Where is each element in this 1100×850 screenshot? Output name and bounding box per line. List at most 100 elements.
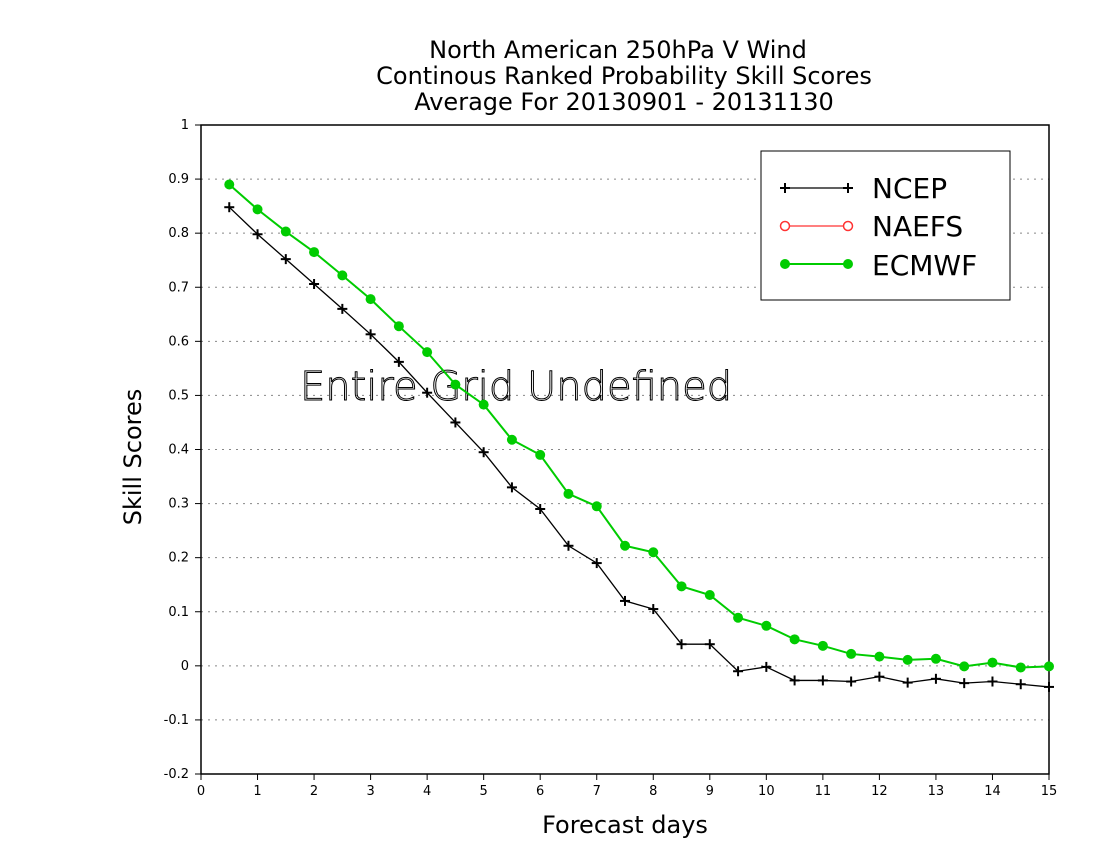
y-tick-label: 0.5 xyxy=(168,388,189,403)
data-point-ecmwf xyxy=(365,294,376,305)
annotation-text: Entire Grid Undefined xyxy=(300,364,732,410)
data-point-ncep xyxy=(620,595,630,606)
gridlines xyxy=(201,178,1049,721)
data-point-ecmwf xyxy=(704,589,715,600)
legend-marker-ncep xyxy=(843,183,853,193)
data-point-ncep xyxy=(450,417,461,428)
data-point-ecmwf xyxy=(337,270,348,281)
data-point-ecmwf xyxy=(535,449,546,460)
data-point-ncep xyxy=(309,279,320,290)
data-point-ncep xyxy=(1015,679,1026,690)
x-tick-label: 10 xyxy=(758,784,775,799)
x-tick-label: 6 xyxy=(536,784,544,799)
y-tick-label: 0.6 xyxy=(168,334,189,349)
y-tick-label: 0.9 xyxy=(168,172,189,187)
chart-title-line-1: North American 250hPa V Wind xyxy=(429,36,807,64)
y-tick-label: 0.1 xyxy=(168,605,189,620)
data-point-ecmwf xyxy=(789,634,800,645)
data-point-ncep xyxy=(930,673,941,684)
data-point-ecmwf xyxy=(450,379,461,390)
data-point-ecmwf xyxy=(620,540,630,551)
data-point-ecmwf xyxy=(930,653,941,664)
data-point-ncep xyxy=(704,639,715,650)
data-point-ncep xyxy=(789,675,800,686)
data-point-ecmwf xyxy=(252,204,263,215)
data-point-ecmwf xyxy=(733,612,744,623)
data-point-ecmwf xyxy=(959,661,970,672)
data-point-ecmwf xyxy=(1015,662,1026,673)
series-ecmwf xyxy=(224,179,1054,673)
data-point-ecmwf xyxy=(224,179,235,190)
data-point-ncep xyxy=(648,604,659,615)
y-tick-label: 0.8 xyxy=(168,226,189,241)
data-point-ncep xyxy=(591,558,602,569)
data-point-ncep xyxy=(874,671,885,682)
y-axis-ticks: -0.2 -0.1 0 0.1 0.2 0.3 0.4 0.5 0.6 0.7 0.8 0.9 1 xyxy=(164,118,201,782)
series-ncep xyxy=(224,202,1054,692)
x-tick-label: 14 xyxy=(984,784,1001,799)
data-point-ncep xyxy=(393,356,404,367)
x-tick-label: 12 xyxy=(871,784,888,799)
legend-label-ncep: NCEP xyxy=(872,172,947,205)
data-point-ecmwf xyxy=(846,648,857,659)
data-point-ecmwf xyxy=(1044,661,1054,672)
y-tick-label: 0.7 xyxy=(168,280,189,295)
data-point-ecmwf xyxy=(761,620,772,631)
chart-title-line-3: Average For 20130901 - 20131130 xyxy=(414,88,834,116)
data-point-ncep xyxy=(846,676,857,687)
plot-frame xyxy=(200,124,1050,775)
y-tick-label: -0.2 xyxy=(164,767,189,782)
legend-marker-ncep xyxy=(780,183,790,193)
data-point-ncep xyxy=(1044,681,1054,692)
y-axis-label: Skill Scores xyxy=(119,389,147,526)
data-point-ecmwf xyxy=(309,247,320,258)
data-point-ecmwf xyxy=(648,547,659,558)
legend-marker-ecmwf xyxy=(843,259,853,269)
data-point-ncep xyxy=(422,387,433,398)
legend-entry-ecmwf xyxy=(780,259,853,269)
legend: NCEP NAEFS ECMWF xyxy=(760,150,1011,301)
y-tick-label: 0.3 xyxy=(168,497,189,512)
data-point-ncep xyxy=(224,202,235,213)
data-point-ecmwf xyxy=(591,501,602,512)
x-tick-label: 11 xyxy=(815,784,832,799)
data-point-ncep xyxy=(535,503,546,514)
x-tick-label: 2 xyxy=(310,784,318,799)
data-point-ecmwf xyxy=(393,321,404,332)
x-tick-label: 3 xyxy=(366,784,374,799)
legend-label-ecmwf: ECMWF xyxy=(872,249,977,282)
x-tick-label: 5 xyxy=(480,784,488,799)
data-point-ncep xyxy=(817,675,828,686)
x-tick-label: 1 xyxy=(253,784,261,799)
y-tick-label: 0.4 xyxy=(168,443,189,458)
x-tick-label: 0 xyxy=(197,784,205,799)
data-point-ncep xyxy=(506,482,517,493)
x-tick-label: 13 xyxy=(928,784,945,799)
x-tick-label: 9 xyxy=(706,784,714,799)
data-point-ncep xyxy=(280,254,291,265)
data-point-ncep xyxy=(733,666,744,677)
data-point-ncep xyxy=(563,540,574,551)
legend-label-naefs: NAEFS xyxy=(872,210,963,243)
data-point-ncep xyxy=(365,329,376,340)
y-tick-label: 1 xyxy=(181,118,189,133)
x-axis-label: Forecast days xyxy=(542,811,708,839)
data-point-ecmwf xyxy=(563,488,574,499)
data-point-ncep xyxy=(337,303,348,314)
x-tick-label: 15 xyxy=(1041,784,1058,799)
data-point-ecmwf xyxy=(817,640,828,651)
x-tick-label: 8 xyxy=(649,784,657,799)
x-tick-label: 4 xyxy=(423,784,431,799)
x-axis-ticks: 0 1 2 3 4 5 6 7 8 9 10 11 12 13 14 15 xyxy=(197,774,1057,799)
data-point-ecmwf xyxy=(280,226,291,237)
chart-title-line-2: Continous Ranked Probability Skill Score… xyxy=(376,62,872,90)
legend-entry-naefs xyxy=(779,220,854,232)
legend-marker-ecmwf xyxy=(780,259,790,269)
data-point-ncep xyxy=(987,676,998,687)
data-point-ecmwf xyxy=(874,651,885,662)
legend-marker-naefs xyxy=(779,220,791,232)
data-point-ecmwf xyxy=(676,581,687,592)
data-point-ncep xyxy=(478,447,489,458)
y-tick-label: 0.2 xyxy=(168,551,189,566)
